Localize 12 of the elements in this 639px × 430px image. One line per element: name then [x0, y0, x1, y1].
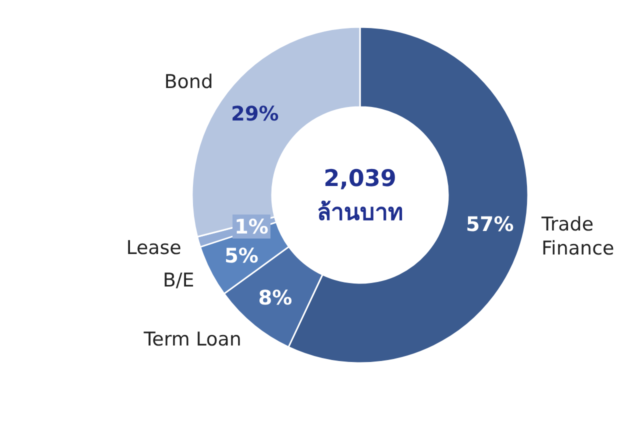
data-label: 1% — [234, 214, 268, 239]
slice-label: B/E — [162, 269, 194, 292]
slice-label: Bond — [164, 71, 214, 93]
data-label: 8% — [258, 285, 292, 310]
slice-label: Term Loan — [142, 328, 242, 350]
slice-label: Lease — [126, 236, 182, 259]
slice-label: Trade Finance — [540, 214, 614, 260]
data-label: 5% — [224, 243, 258, 268]
data-label: 57% — [466, 212, 514, 236]
data-label: 29% — [230, 101, 279, 126]
text: 2,039 — [324, 166, 396, 192]
text: ล้านบาท — [317, 200, 403, 226]
